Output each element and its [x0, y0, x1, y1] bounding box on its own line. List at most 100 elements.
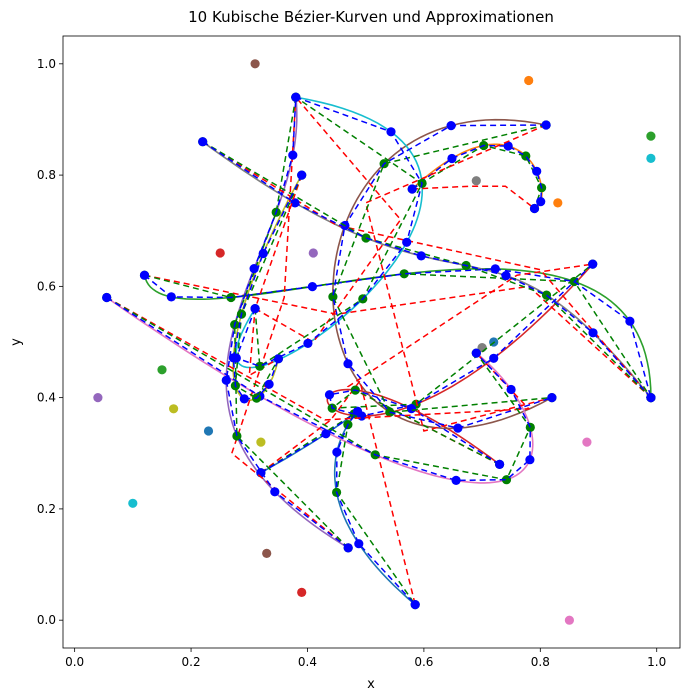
control-point-10-a [128, 498, 138, 508]
sample-point-5-3 [249, 264, 259, 274]
approx-mid-point-3-2 [399, 269, 409, 279]
plot-area [93, 59, 656, 625]
control-point-6-a [250, 59, 260, 69]
control-point-3-a [157, 365, 167, 375]
approx-mid-point-7-3 [525, 422, 535, 432]
sample-point-2-2 [503, 141, 513, 151]
approx-mid-5 [233, 97, 349, 549]
approx-mid-2 [411, 144, 543, 209]
sample-point-5-2 [221, 375, 231, 385]
approx-coarse-10 [254, 96, 402, 343]
approx-fine-2 [411, 144, 543, 210]
control-point-3-b [646, 131, 656, 141]
sample-point-4-4 [489, 353, 499, 363]
y-tick-label-3: 0.6 [37, 279, 56, 293]
sample-point-9-0 [297, 170, 307, 180]
approx-coarse-2 [412, 185, 535, 210]
sample-point-8-2 [416, 251, 426, 261]
approx-fine-6 [332, 124, 553, 429]
sample-point-4-3 [357, 411, 367, 421]
y-tick-label-2: 0.4 [37, 391, 56, 405]
sample-point-6-0 [541, 120, 551, 130]
sample-point-3-2 [307, 282, 317, 292]
sample-point-6-1 [446, 121, 456, 131]
sample-point-5-0 [343, 543, 353, 553]
approx-fine-3 [144, 268, 652, 398]
control-point-9-b [256, 437, 266, 447]
sample-point-9-1 [258, 248, 268, 259]
sample-point-9-3 [239, 394, 249, 404]
sample-point-10-2 [303, 338, 313, 348]
control-point-4-b [297, 587, 307, 598]
x-tick-label-2: 0.4 [298, 655, 317, 669]
sample-point-1-4 [354, 539, 364, 549]
sample-point-6-5 [547, 393, 557, 403]
y-axis-label: y [9, 338, 24, 346]
sample-point-7-5 [471, 348, 481, 358]
approx-fine-9 [232, 174, 303, 400]
approx-coarse-1 [260, 379, 416, 605]
approx-fine-5 [225, 97, 349, 549]
approx-mid-point-2-2 [521, 151, 531, 161]
approx-fine-7 [106, 296, 532, 482]
chart-title: 10 Kubische Bézier-Kurven und Approximat… [188, 8, 554, 26]
sample-point-8-3 [501, 271, 511, 281]
sample-point-3-3 [490, 264, 500, 274]
control-point-2-a [524, 75, 534, 86]
approx-mid-point-8-1 [361, 233, 371, 243]
sample-point-4-0 [495, 459, 505, 469]
x-tick-label-1: 0.2 [182, 655, 201, 669]
control-point-7-a [564, 615, 575, 625]
axis-ticks: 0.0 0.2 0.4 0.6 0.8 1.0 0.0 0.2 0.4 0.6 0.8 1.0 [37, 57, 666, 669]
sample-point-2-4 [536, 197, 546, 207]
sample-point-1-1 [321, 429, 331, 439]
sample-point-6-3 [343, 359, 353, 369]
x-tick-label-4: 0.8 [531, 655, 550, 669]
sample-point-8-0 [198, 137, 208, 147]
control-point-9-a [169, 404, 179, 414]
x-axis-label: x [367, 677, 375, 692]
approx-fine-8 [202, 141, 652, 399]
sample-point-2-1 [447, 153, 457, 164]
sample-point-7-2 [451, 475, 461, 485]
sample-point-10-5 [291, 92, 301, 102]
sample-point-5-4 [288, 150, 298, 160]
sample-point-8-4 [588, 328, 598, 338]
sample-point-3-4 [625, 316, 635, 326]
y-tick-label-4: 0.8 [37, 168, 56, 182]
sample-point-3-0 [139, 270, 150, 280]
approx-coarse-3 [144, 274, 652, 399]
sample-point-8-5 [646, 393, 656, 403]
sample-point-10-3 [402, 237, 412, 247]
approx-coarse-6 [364, 124, 553, 432]
y-tick-label-5: 1.0 [37, 57, 56, 71]
sample-point-4-1 [406, 404, 416, 414]
approx-fine-1 [260, 410, 416, 606]
approx-mid-6 [332, 124, 552, 413]
sample-point-1-5 [410, 600, 420, 610]
y-tick-label-0: 0.0 [37, 613, 56, 627]
control-point-7-b [582, 437, 592, 447]
sample-point-2-5 [529, 203, 540, 214]
y-tick-label-1: 0.2 [37, 502, 56, 516]
x-tick-label-5: 1.0 [647, 655, 666, 669]
approx-mid-point-10-1 [255, 361, 265, 371]
control-point-8-b [471, 176, 481, 186]
sample-point-5-1 [270, 487, 280, 497]
sample-point-10-1 [231, 353, 241, 363]
x-tick-label-3: 0.6 [414, 655, 433, 669]
control-point-5-b [308, 248, 318, 258]
sample-point-7-0 [102, 292, 112, 303]
sample-point-2-3 [532, 166, 542, 176]
sample-point-10-0 [250, 304, 260, 314]
control-point-6-b [262, 548, 272, 559]
sample-point-4-2 [324, 390, 335, 400]
sample-point-7-3 [525, 455, 535, 465]
control-point-5-a [93, 393, 103, 403]
control-point-4-a [215, 248, 225, 258]
control-point-2-b [553, 198, 563, 208]
approx-fine-10 [235, 96, 423, 368]
sample-point-4-5 [588, 259, 598, 269]
